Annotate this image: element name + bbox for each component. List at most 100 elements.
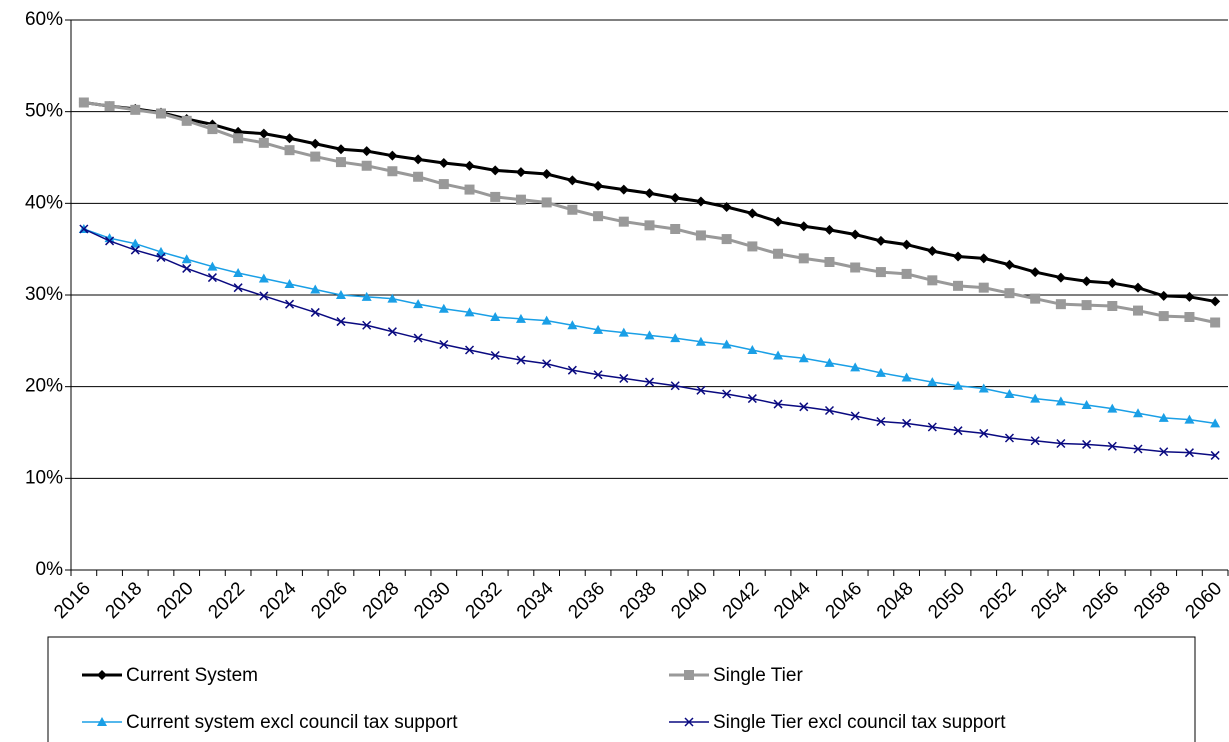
marker [747,394,757,404]
marker [1004,288,1015,299]
marker [1210,317,1221,328]
x-tick-label: 2028 [359,578,404,623]
marker [567,175,578,186]
marker [1030,267,1041,278]
marker [1081,300,1092,311]
marker [130,104,141,115]
marker [130,238,141,248]
marker [901,372,912,382]
marker [413,154,424,165]
marker [335,290,346,299]
x-tick-label: 2044 [770,578,815,623]
marker [953,251,964,262]
marker [258,273,269,283]
marker [695,336,706,346]
marker [978,282,989,293]
marker [1133,282,1144,293]
marker [1133,444,1143,454]
x-tick-label: 2050 [924,578,969,623]
marker [876,416,886,427]
y-tick-label: 60% [25,9,63,30]
series-line [83,228,1216,457]
marker [927,246,938,256]
x-tick-label: 2046 [822,578,867,623]
marker [1081,276,1092,287]
marker [541,315,552,325]
marker [670,192,681,203]
marker [335,144,346,155]
marker [1055,299,1066,310]
marker [722,389,732,399]
marker [798,353,809,363]
marker [747,208,758,219]
x-tick-label: 2038 [616,578,661,623]
marker [515,167,526,178]
marker [875,235,886,246]
marker [850,411,860,421]
x-tick-label: 2056 [1079,578,1124,623]
marker [413,171,424,182]
marker [618,184,629,195]
marker [799,402,809,412]
x-tick-label: 2016 [50,578,95,623]
marker [618,327,629,337]
marker [361,160,372,171]
marker [387,293,398,303]
marker [567,320,578,330]
marker [747,345,758,354]
marker [104,101,115,112]
marker [464,307,475,317]
series-line [83,228,1216,425]
marker [387,327,397,337]
marker [259,291,269,301]
marker [978,253,989,264]
marker [310,284,321,294]
marker [875,267,886,278]
marker [1055,272,1066,283]
x-tick-label: 2058 [1130,578,1175,623]
x-tick-label: 2048 [873,578,918,623]
marker [927,422,937,432]
marker [97,670,107,680]
marker [1030,393,1041,403]
marker [438,303,449,313]
x-tick-label: 2060 [1181,578,1226,623]
marker [207,124,218,135]
marker [515,313,526,323]
marker [1158,412,1169,422]
marker [850,229,861,240]
marker [130,245,140,255]
marker [1107,301,1118,311]
marker [824,257,835,267]
marker [464,345,475,355]
marker [233,268,244,277]
marker [438,179,449,190]
marker [978,383,989,393]
marker [593,180,604,191]
series-line [83,101,1216,324]
x-tick-label: 2018 [102,578,147,623]
marker [284,133,295,144]
marker [684,670,694,680]
legend-label: Single Tier excl council tax support [713,712,1006,733]
marker [593,211,604,222]
marker [644,330,655,340]
marker [684,717,694,727]
marker [824,224,835,235]
marker [207,273,217,283]
x-tick-label: 2032 [462,578,507,623]
marker [1133,305,1144,316]
marker [542,359,552,369]
marker [618,216,629,227]
marker [850,362,861,372]
x-tick-label: 2020 [153,578,198,623]
marker [464,160,475,171]
marker [1107,403,1118,413]
marker [901,239,912,250]
marker [721,202,732,212]
x-tick-label: 2022 [204,578,249,623]
marker [773,216,784,227]
marker [695,196,706,207]
marker [105,236,115,246]
marker [1210,418,1221,428]
